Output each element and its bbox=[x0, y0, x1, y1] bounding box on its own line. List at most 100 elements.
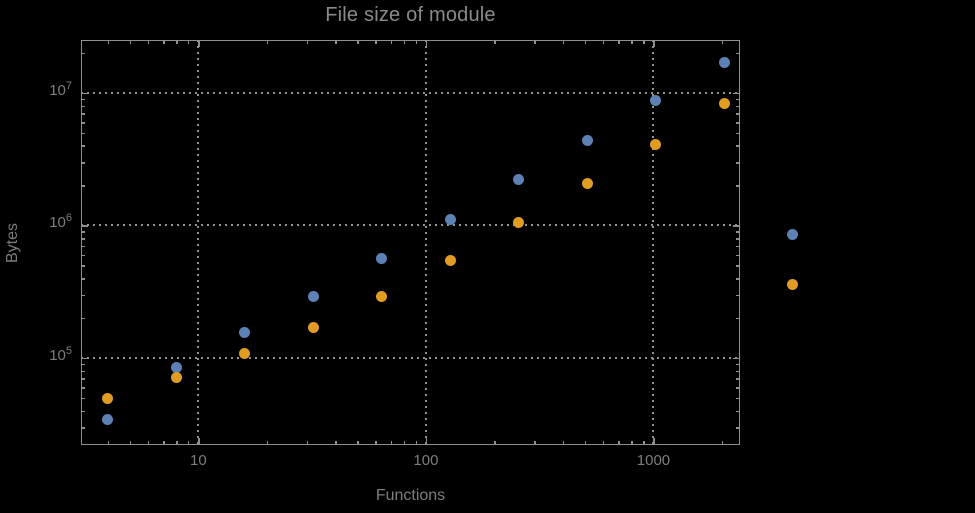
y-tick-mark bbox=[82, 98, 85, 101]
x-tick-mark bbox=[163, 441, 165, 444]
y-gridline bbox=[81, 356, 740, 359]
y-tick-mark bbox=[82, 370, 85, 373]
y-tick-mark bbox=[736, 122, 739, 124]
plot-frame bbox=[81, 40, 740, 445]
x-tick-mark bbox=[129, 41, 132, 44]
y-tick-mark bbox=[733, 92, 739, 95]
data-point-orange bbox=[444, 254, 456, 266]
y-tick-mark bbox=[736, 238, 739, 240]
data-point-orange bbox=[581, 178, 593, 190]
y-tick-mark bbox=[736, 52, 739, 55]
x-tick-mark bbox=[721, 441, 724, 444]
data-point-blue bbox=[102, 414, 114, 426]
x-tick-mark bbox=[187, 41, 190, 44]
y-tick-mark bbox=[82, 410, 85, 413]
x-tick-mark bbox=[198, 41, 200, 47]
y-tick-mark bbox=[82, 185, 85, 187]
x-tick-mark bbox=[176, 441, 178, 444]
y-tick-label: 106 bbox=[49, 212, 72, 232]
x-tick-mark bbox=[147, 41, 150, 44]
x-tick-mark bbox=[266, 441, 269, 444]
y-tick-mark bbox=[736, 427, 739, 429]
y-tick-mark bbox=[736, 185, 739, 187]
data-point-blue bbox=[444, 214, 456, 226]
y-gridline bbox=[81, 224, 740, 227]
y-tick-mark bbox=[733, 357, 739, 360]
x-tick-mark bbox=[415, 441, 417, 444]
x-tick-mark bbox=[357, 441, 359, 444]
data-point-orange bbox=[718, 97, 730, 109]
x-tick-mark bbox=[562, 441, 565, 444]
y-tick-mark bbox=[82, 105, 85, 108]
y-tick-mark bbox=[82, 231, 85, 233]
y-tick-mark bbox=[82, 317, 85, 320]
x-tick-mark bbox=[187, 441, 190, 444]
x-tick-mark bbox=[721, 41, 724, 44]
x-gridline bbox=[197, 40, 200, 445]
x-tick-mark bbox=[425, 438, 428, 444]
data-point-orange bbox=[239, 348, 251, 360]
data-point-blue bbox=[239, 327, 251, 339]
x-tick-mark bbox=[306, 441, 309, 444]
y-tick-mark bbox=[736, 397, 739, 400]
y-tick-mark bbox=[82, 132, 85, 135]
x-tick-mark bbox=[403, 441, 406, 444]
x-tick-mark bbox=[107, 441, 110, 444]
data-point-blue bbox=[787, 229, 799, 241]
x-tick-mark bbox=[653, 41, 655, 47]
data-point-orange bbox=[307, 322, 319, 334]
y-tick-mark bbox=[82, 357, 88, 360]
x-tick-mark bbox=[562, 41, 565, 44]
y-tick-mark bbox=[82, 397, 85, 400]
x-tick-mark bbox=[602, 441, 605, 444]
y-tick-mark bbox=[736, 294, 739, 297]
y-tick-mark bbox=[82, 92, 88, 95]
y-axis-label: Bytes bbox=[4, 222, 21, 263]
y-tick-mark bbox=[736, 278, 739, 280]
x-tick-mark bbox=[643, 441, 645, 444]
y-tick-mark bbox=[736, 245, 739, 248]
x-tick-mark bbox=[415, 41, 417, 44]
data-point-blue bbox=[170, 362, 182, 374]
x-tick-mark bbox=[176, 41, 178, 44]
y-tick-label: 107 bbox=[49, 79, 72, 99]
y-tick-mark bbox=[736, 387, 739, 389]
y-tick-mark bbox=[82, 162, 85, 164]
y-gridline bbox=[81, 91, 740, 94]
x-tick-mark bbox=[618, 41, 620, 44]
y-tick-mark bbox=[736, 132, 739, 135]
data-point-orange bbox=[787, 278, 799, 290]
y-tick-mark bbox=[733, 225, 739, 227]
x-tick-mark bbox=[129, 441, 132, 444]
y-tick-mark bbox=[736, 162, 739, 164]
x-tick-mark bbox=[390, 441, 393, 444]
y-tick-mark bbox=[82, 52, 85, 55]
y-tick-mark bbox=[736, 378, 739, 380]
x-tick-mark bbox=[534, 441, 536, 444]
y-tick-mark bbox=[736, 231, 739, 233]
data-point-orange bbox=[102, 393, 114, 405]
x-axis-label: Functions bbox=[375, 487, 446, 504]
y-tick-mark bbox=[736, 317, 739, 320]
y-tick-mark bbox=[736, 113, 739, 115]
data-point-blue bbox=[718, 56, 730, 68]
x-gridline bbox=[652, 40, 655, 445]
x-tick-mark bbox=[357, 41, 359, 44]
x-tick-mark bbox=[390, 41, 393, 44]
y-tick-mark bbox=[82, 387, 85, 389]
x-tick-mark bbox=[534, 41, 536, 44]
x-tick-mark bbox=[584, 441, 587, 444]
x-tick-mark bbox=[335, 41, 337, 44]
chart-title: File size of module bbox=[325, 4, 496, 26]
y-tick-mark bbox=[82, 378, 85, 380]
x-tick-mark bbox=[198, 438, 200, 444]
data-point-orange bbox=[170, 372, 182, 384]
x-tick-mark bbox=[584, 41, 587, 44]
data-point-blue bbox=[513, 174, 525, 186]
x-tick-mark bbox=[147, 441, 150, 444]
x-tick-mark bbox=[107, 41, 110, 44]
x-tick-mark bbox=[266, 41, 269, 44]
x-tick-mark bbox=[631, 41, 633, 44]
data-point-blue bbox=[376, 253, 388, 265]
